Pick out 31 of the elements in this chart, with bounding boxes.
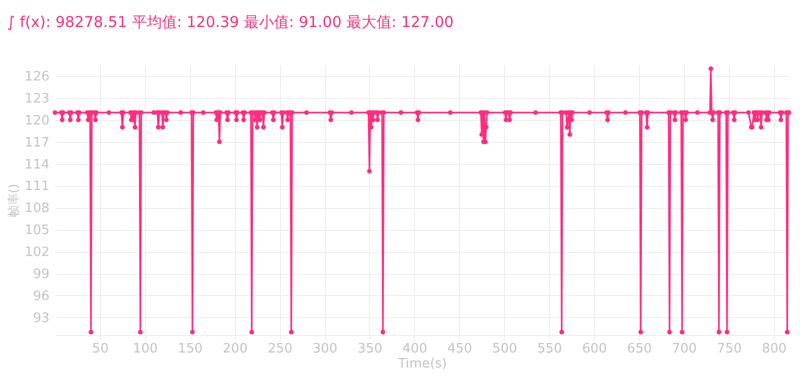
x-tick-label: 350 <box>358 342 382 356</box>
x-tick-label: 400 <box>402 342 428 356</box>
x-tick-label: 50 <box>92 342 109 356</box>
x-tick-label: 700 <box>672 342 697 356</box>
y-tick-label: 102 <box>24 245 50 260</box>
x-tick-label: 450 <box>447 342 472 356</box>
x-axis-title: Time(s) <box>397 356 447 372</box>
y-tick-label: 99 <box>32 267 50 282</box>
y-tick-label: 105 <box>24 223 50 238</box>
x-tick-label: 550 <box>537 342 562 356</box>
y-tick-label: 117 <box>24 135 50 150</box>
y-tick-label: 96 <box>32 288 50 304</box>
x-tick-label: 600 <box>582 342 607 356</box>
x-tick-label: 300 <box>312 342 338 356</box>
x-tick-label: 750 <box>716 342 742 356</box>
x-tick-label: 650 <box>627 342 652 356</box>
x-tick-label: 150 <box>178 342 203 356</box>
y-axis-title: 帧率() <box>6 184 21 218</box>
x-tick-label: 500 <box>492 342 518 356</box>
x-tick-label: 100 <box>132 342 158 356</box>
y-tick-label: 108 <box>24 201 50 216</box>
y-tick-label: 126 <box>24 69 50 84</box>
x-tick-label: 800 <box>762 342 787 356</box>
y-tick-label: 114 <box>24 157 50 172</box>
y-tick-label: 120 <box>24 113 50 128</box>
y-tick-label: 123 <box>24 91 50 106</box>
x-tick-label: 200 <box>222 342 248 356</box>
y-tick-label: 111 <box>24 179 50 194</box>
x-tick-label: 250 <box>268 342 293 356</box>
y-tick-label: 93 <box>32 310 50 326</box>
chart-title: ∫ f(x): 98278.51 平均值: 120.39 最小值: 91.00 最大值: 127.00 <box>7 13 454 31</box>
